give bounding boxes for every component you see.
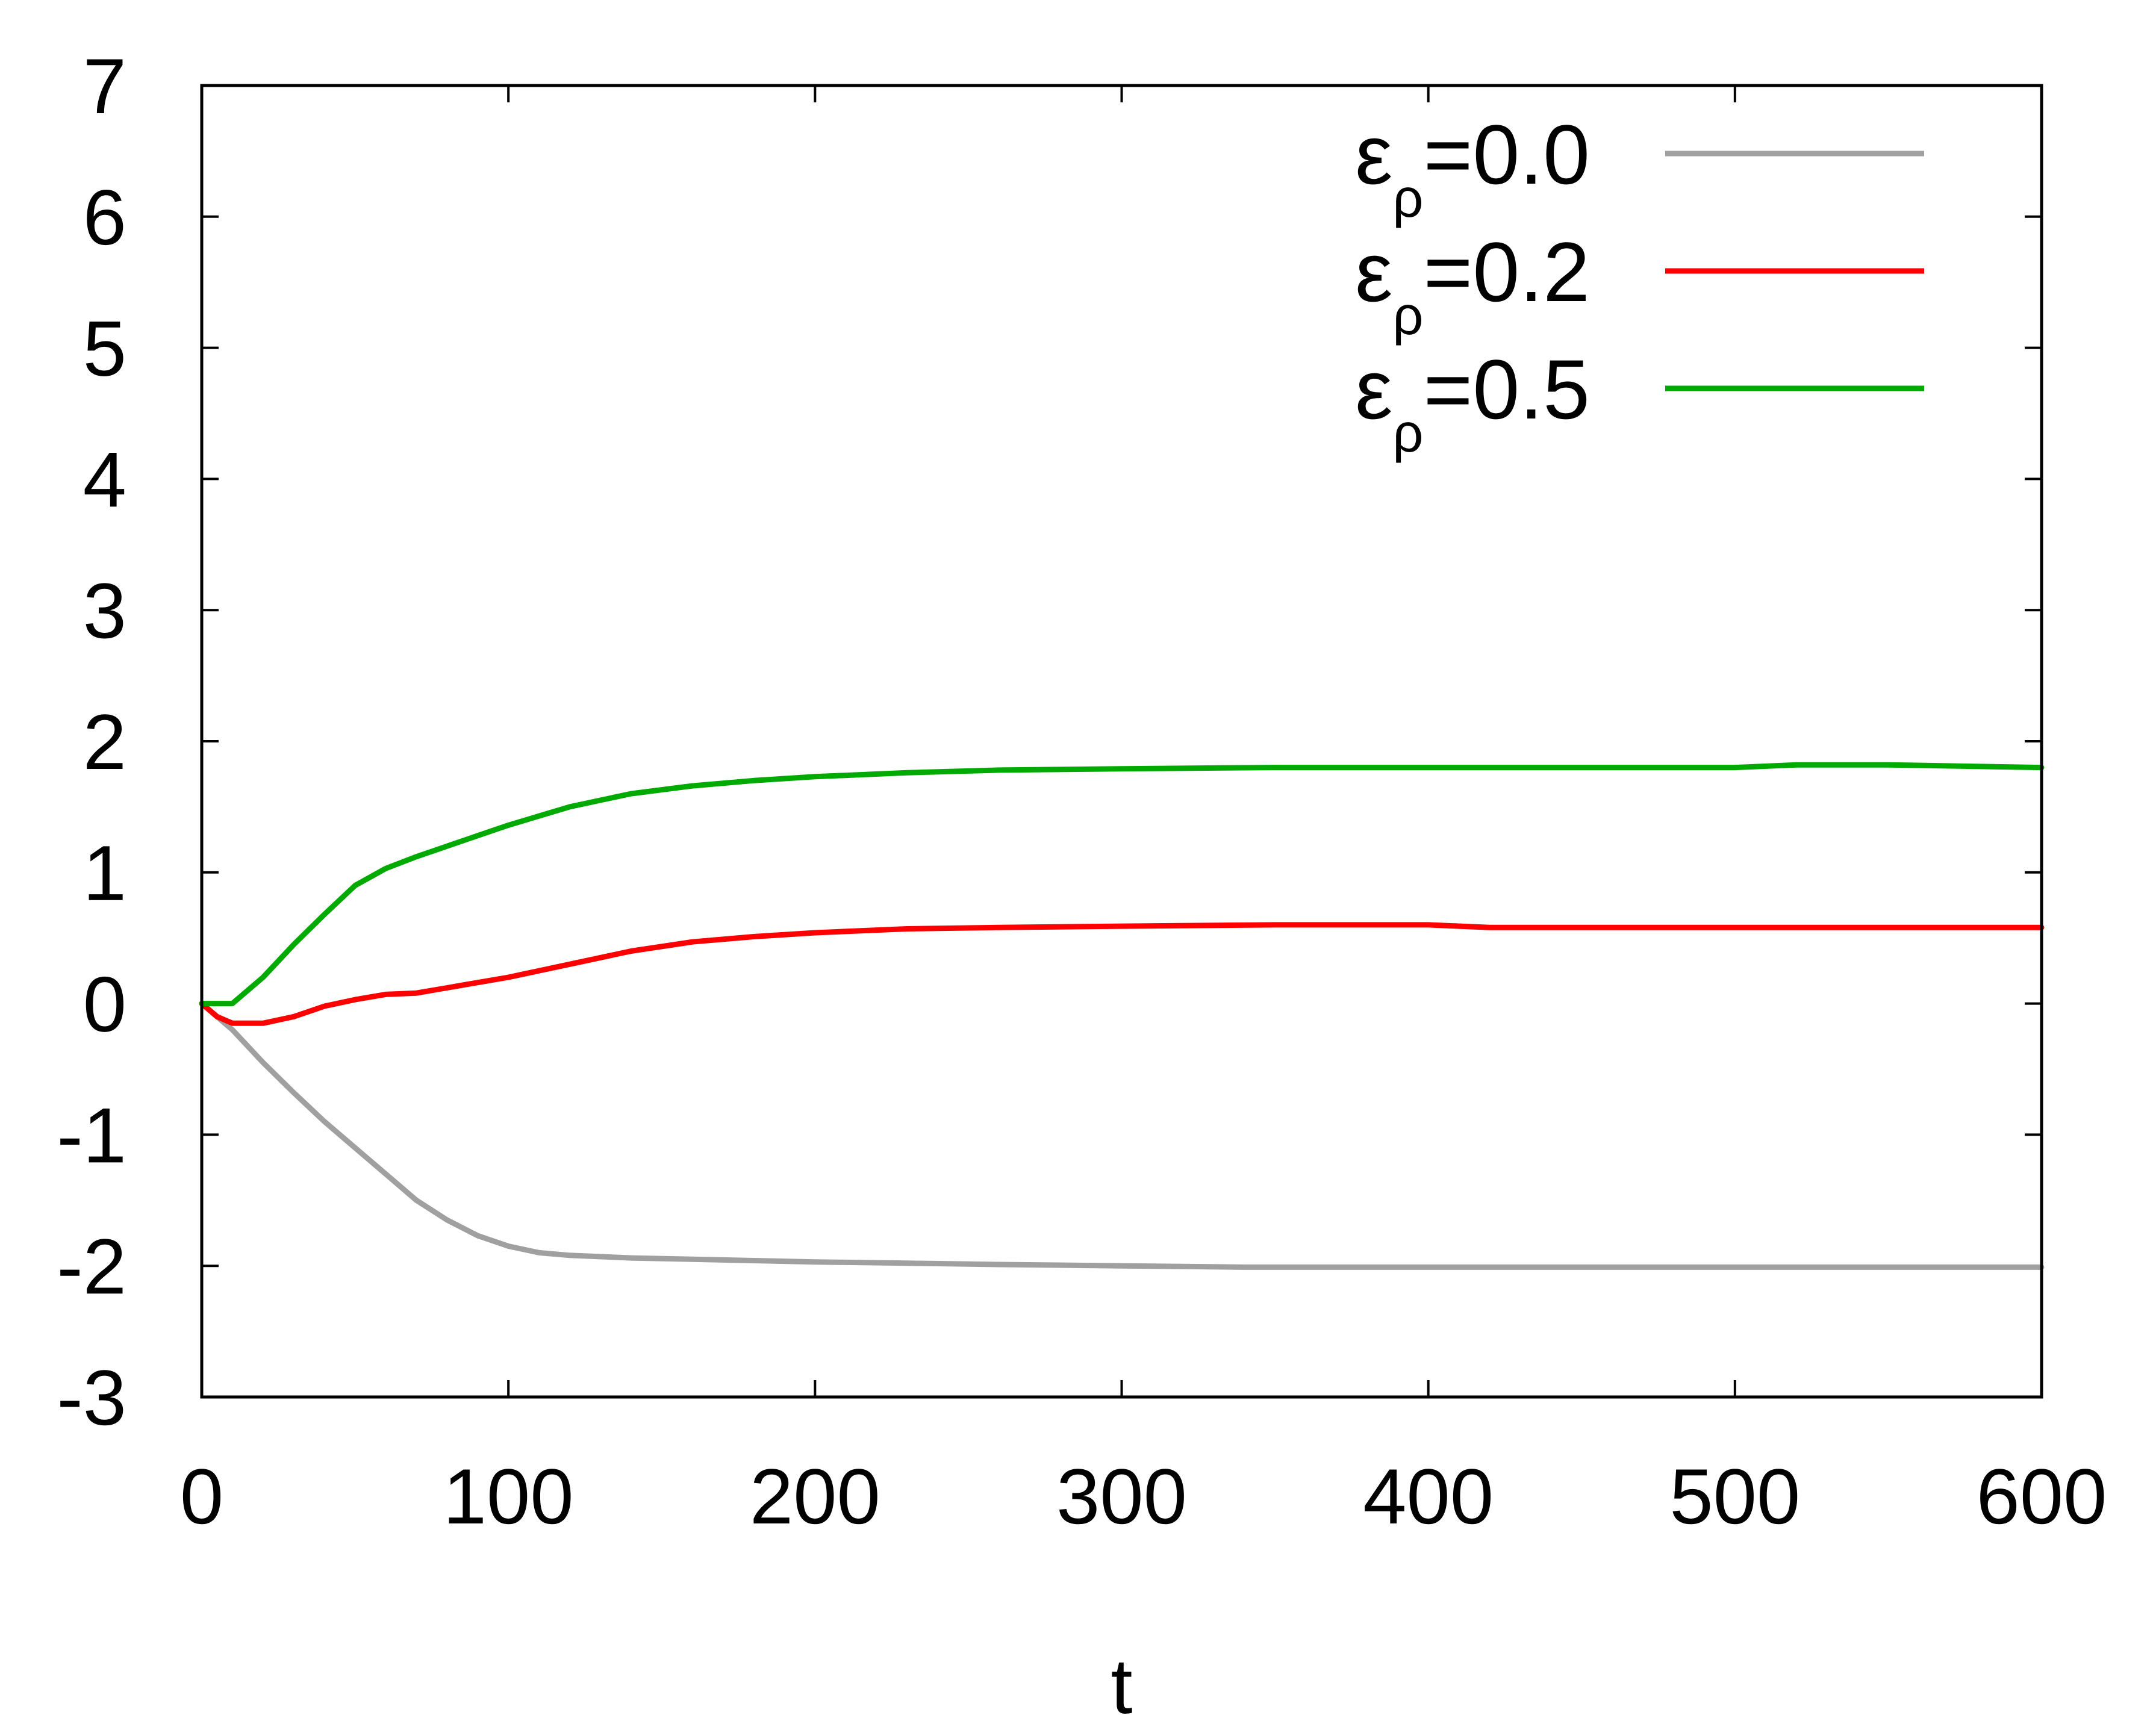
x-tick-label: 100 [443,1452,574,1540]
y-tick-label: 0 [83,960,126,1048]
x-tick-label: 0 [180,1452,223,1540]
y-tick-labels: -3 -2 -1 0 1 2 3 4 5 6 7 [57,42,126,1442]
x-tick-labels: 0 100 200 300 400 500 600 [180,1452,2107,1540]
y-tick-label: -1 [57,1091,126,1179]
x-tick-label: 200 [750,1452,880,1540]
y-tick-label: 5 [83,305,126,393]
series-line-2 [199,762,2045,1007]
y-tick-label: 4 [83,435,126,523]
x-tick-label: 400 [1363,1452,1494,1540]
y-tick-label: 7 [83,42,126,130]
y-tick-label: -2 [57,1222,126,1310]
series-line-1 [199,922,2045,1026]
legend: ερ=0.0ερ=0.2ερ=0.5 [1355,107,1924,464]
legend-label-2: ερ=0.5 [1355,342,1590,464]
series-line-0 [199,1001,2045,1270]
y-tick-label: 3 [83,567,126,655]
legend-label-0: ερ=0.0 [1355,107,1590,229]
series-layer [199,762,2045,1270]
y-tick-label: -3 [57,1354,126,1442]
y-tick-label: 2 [83,698,126,786]
y-tick-label: 6 [83,173,126,261]
x-tick-label: 500 [1669,1452,1800,1540]
x-tick-label: 600 [1977,1452,2107,1540]
x-axis-title: t [1111,1642,1132,1730]
y-tick-label: 1 [83,829,126,917]
legend-label-1: ερ=0.2 [1355,225,1590,346]
x-tick-label: 300 [1056,1452,1187,1540]
plot-frame [200,84,2043,1399]
